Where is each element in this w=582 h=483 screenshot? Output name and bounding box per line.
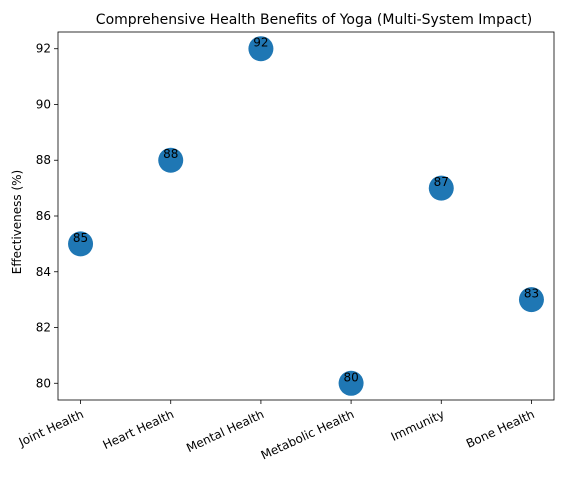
data-point: [428, 175, 454, 201]
data-label: 87: [434, 175, 449, 189]
y-tick-label: 88: [36, 153, 51, 167]
axes-frame: [57, 31, 555, 401]
data-point: [248, 36, 274, 62]
data-point: [338, 370, 364, 396]
y-axis-title: Effectiveness (%): [10, 170, 24, 274]
data-label: 88: [163, 147, 178, 161]
y-tick-label: 92: [36, 42, 51, 56]
data-label: 80: [343, 370, 358, 384]
data-label: 92: [253, 36, 268, 50]
y-tick-label: 82: [36, 321, 51, 335]
y-tick-label: 90: [36, 97, 51, 111]
data-label: 83: [524, 287, 539, 301]
y-tick-label: 80: [36, 376, 51, 390]
chart-title: Comprehensive Health Benefits of Yoga (M…: [96, 12, 532, 28]
data-label: 85: [73, 231, 88, 245]
data-point: [68, 231, 94, 257]
data-point: [518, 287, 544, 313]
y-tick-label: 86: [36, 209, 51, 223]
y-tick-label: 84: [36, 265, 51, 279]
data-point: [158, 147, 184, 173]
